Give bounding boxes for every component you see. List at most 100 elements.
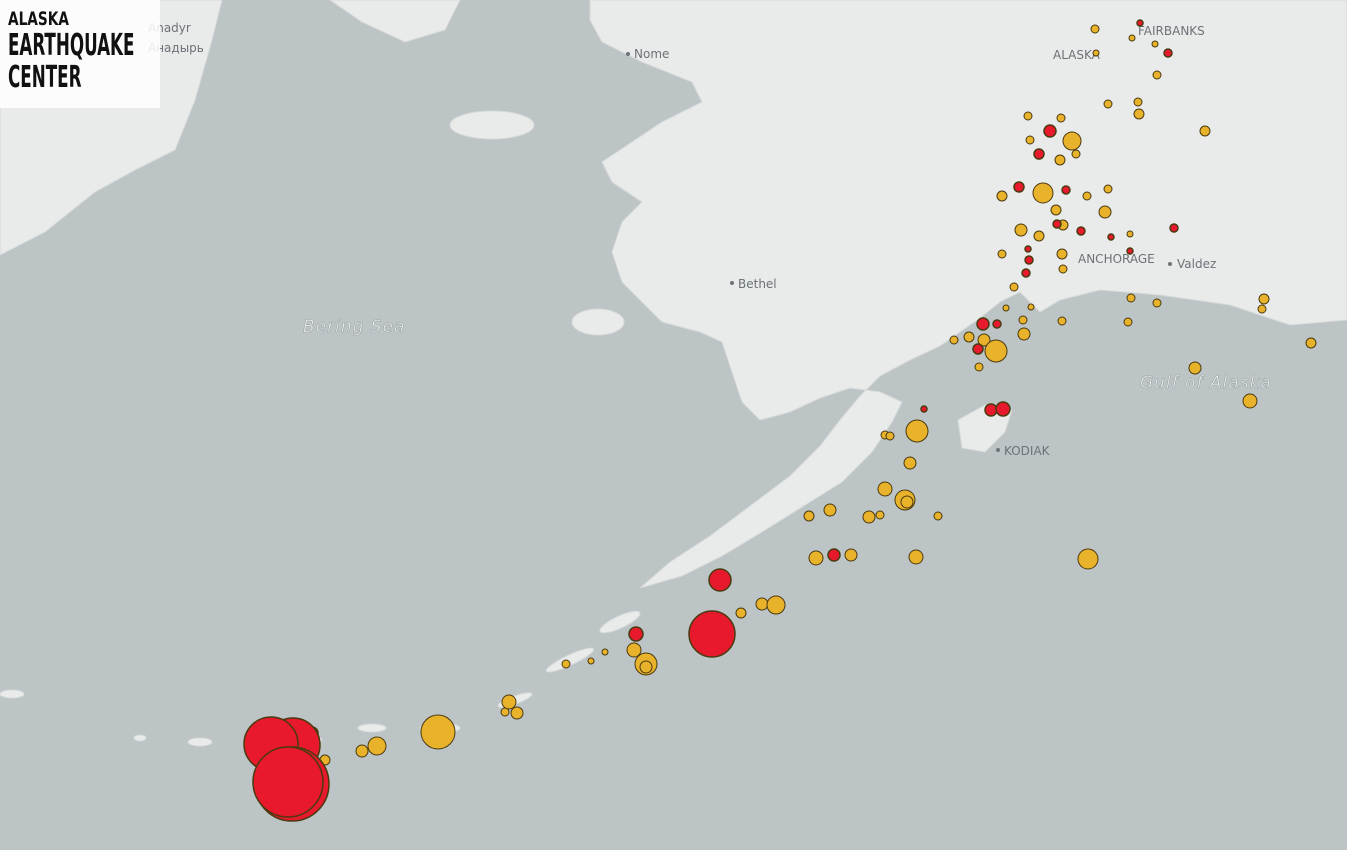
place-label: Valdez xyxy=(1177,257,1216,271)
earthquake[interactable] xyxy=(735,607,747,619)
earthquake[interactable] xyxy=(920,405,928,413)
earthquake[interactable] xyxy=(1305,337,1317,349)
earthquake[interactable] xyxy=(827,548,841,562)
earthquake[interactable] xyxy=(1152,298,1162,308)
earthquake[interactable] xyxy=(1123,317,1133,327)
earthquake[interactable] xyxy=(510,706,524,720)
earthquake[interactable] xyxy=(1025,135,1035,145)
earthquake[interactable] xyxy=(908,549,924,565)
earthquake[interactable] xyxy=(900,495,914,509)
earthquake[interactable] xyxy=(1054,154,1066,166)
earthquake[interactable] xyxy=(1136,19,1144,27)
earthquake[interactable] xyxy=(587,657,595,665)
earthquake[interactable] xyxy=(500,707,510,717)
earthquake[interactable] xyxy=(1258,293,1270,305)
earthquake[interactable] xyxy=(1032,182,1054,204)
earthquake[interactable] xyxy=(1043,124,1057,138)
earthquake[interactable] xyxy=(1033,148,1045,160)
earthquake[interactable] xyxy=(1098,205,1112,219)
earthquake[interactable] xyxy=(1188,361,1202,375)
earthquake[interactable] xyxy=(963,331,975,343)
earthquake[interactable] xyxy=(1056,113,1066,123)
earthquake[interactable] xyxy=(974,362,984,372)
earthquake[interactable] xyxy=(1107,233,1115,241)
earthquake[interactable] xyxy=(1126,293,1136,303)
earthquake[interactable] xyxy=(1018,315,1028,325)
earthquake[interactable] xyxy=(972,343,984,355)
earthquake[interactable] xyxy=(1024,255,1034,265)
earthquake[interactable] xyxy=(1050,204,1062,216)
earthquake[interactable] xyxy=(1103,184,1113,194)
earthquake[interactable] xyxy=(1092,49,1100,57)
earthquake[interactable] xyxy=(977,333,991,347)
earthquake[interactable] xyxy=(1133,97,1143,107)
earthquake[interactable] xyxy=(1077,548,1099,570)
earthquake[interactable] xyxy=(1002,304,1010,312)
earthquake[interactable] xyxy=(823,503,837,517)
earthquake[interactable] xyxy=(420,714,456,750)
earthquake[interactable] xyxy=(628,626,644,642)
earthquake[interactable] xyxy=(355,744,369,758)
earthquake[interactable] xyxy=(808,550,824,566)
earthquake[interactable] xyxy=(1126,247,1134,255)
earthquake[interactable] xyxy=(1056,248,1068,260)
earthquake[interactable] xyxy=(1062,131,1082,151)
earthquake[interactable] xyxy=(1052,219,1062,229)
earthquake[interactable] xyxy=(1024,245,1032,253)
earthquake[interactable] xyxy=(976,317,990,331)
earthquake[interactable] xyxy=(1163,48,1173,58)
earthquake[interactable] xyxy=(1090,24,1100,34)
earthquake[interactable] xyxy=(561,659,571,669)
earthquake[interactable] xyxy=(1013,181,1025,193)
earthquake[interactable] xyxy=(1082,191,1092,201)
earthquake[interactable] xyxy=(501,694,517,710)
earthquake[interactable] xyxy=(1152,70,1162,80)
earthquake[interactable] xyxy=(766,595,786,615)
earthquake[interactable] xyxy=(1061,185,1071,195)
earthquake[interactable] xyxy=(708,568,732,592)
earthquake[interactable] xyxy=(755,597,769,611)
earthquake[interactable] xyxy=(877,481,893,497)
earthquake[interactable] xyxy=(1027,303,1035,311)
earthquake[interactable] xyxy=(1199,125,1211,137)
earthquake[interactable] xyxy=(903,456,917,470)
earthquake[interactable] xyxy=(367,736,387,756)
earthquake[interactable] xyxy=(1151,40,1159,48)
earthquake[interactable] xyxy=(803,510,815,522)
earthquake[interactable] xyxy=(626,642,642,658)
earthquake[interactable] xyxy=(984,339,1008,363)
earthquake[interactable] xyxy=(1033,230,1045,242)
earthquake[interactable] xyxy=(1076,226,1086,236)
earthquake[interactable] xyxy=(862,510,876,524)
earthquake[interactable] xyxy=(1126,230,1134,238)
earthquake[interactable] xyxy=(997,249,1007,259)
earthquake[interactable] xyxy=(1169,223,1179,233)
earthquake[interactable] xyxy=(1257,304,1267,314)
earthquake[interactable] xyxy=(1023,111,1033,121)
earthquake[interactable] xyxy=(996,190,1008,202)
earthquake[interactable] xyxy=(984,403,998,417)
earthquake[interactable] xyxy=(1021,268,1031,278)
earthquake[interactable] xyxy=(1071,149,1081,159)
earthquake[interactable] xyxy=(844,548,858,562)
earthquake[interactable] xyxy=(875,510,885,520)
earthquake[interactable] xyxy=(949,335,959,345)
earthquake[interactable] xyxy=(688,610,736,658)
earthquake[interactable] xyxy=(933,511,943,521)
earthquake[interactable] xyxy=(995,401,1011,417)
earthquake[interactable] xyxy=(1242,393,1258,409)
earthquake[interactable] xyxy=(1009,282,1019,292)
earthquake[interactable] xyxy=(1058,264,1068,274)
earthquake[interactable] xyxy=(639,660,653,674)
earthquake[interactable] xyxy=(1057,316,1067,326)
earthquake[interactable] xyxy=(992,319,1002,329)
earthquake[interactable] xyxy=(1017,327,1031,341)
earthquake[interactable] xyxy=(905,419,929,443)
earthquake[interactable] xyxy=(1014,223,1028,237)
earthquake[interactable] xyxy=(252,746,324,818)
earthquake[interactable] xyxy=(885,431,895,441)
earthquake[interactable] xyxy=(1128,34,1136,42)
earthquake[interactable] xyxy=(1103,99,1113,109)
earthquake[interactable] xyxy=(601,648,609,656)
earthquake[interactable] xyxy=(1133,108,1145,120)
